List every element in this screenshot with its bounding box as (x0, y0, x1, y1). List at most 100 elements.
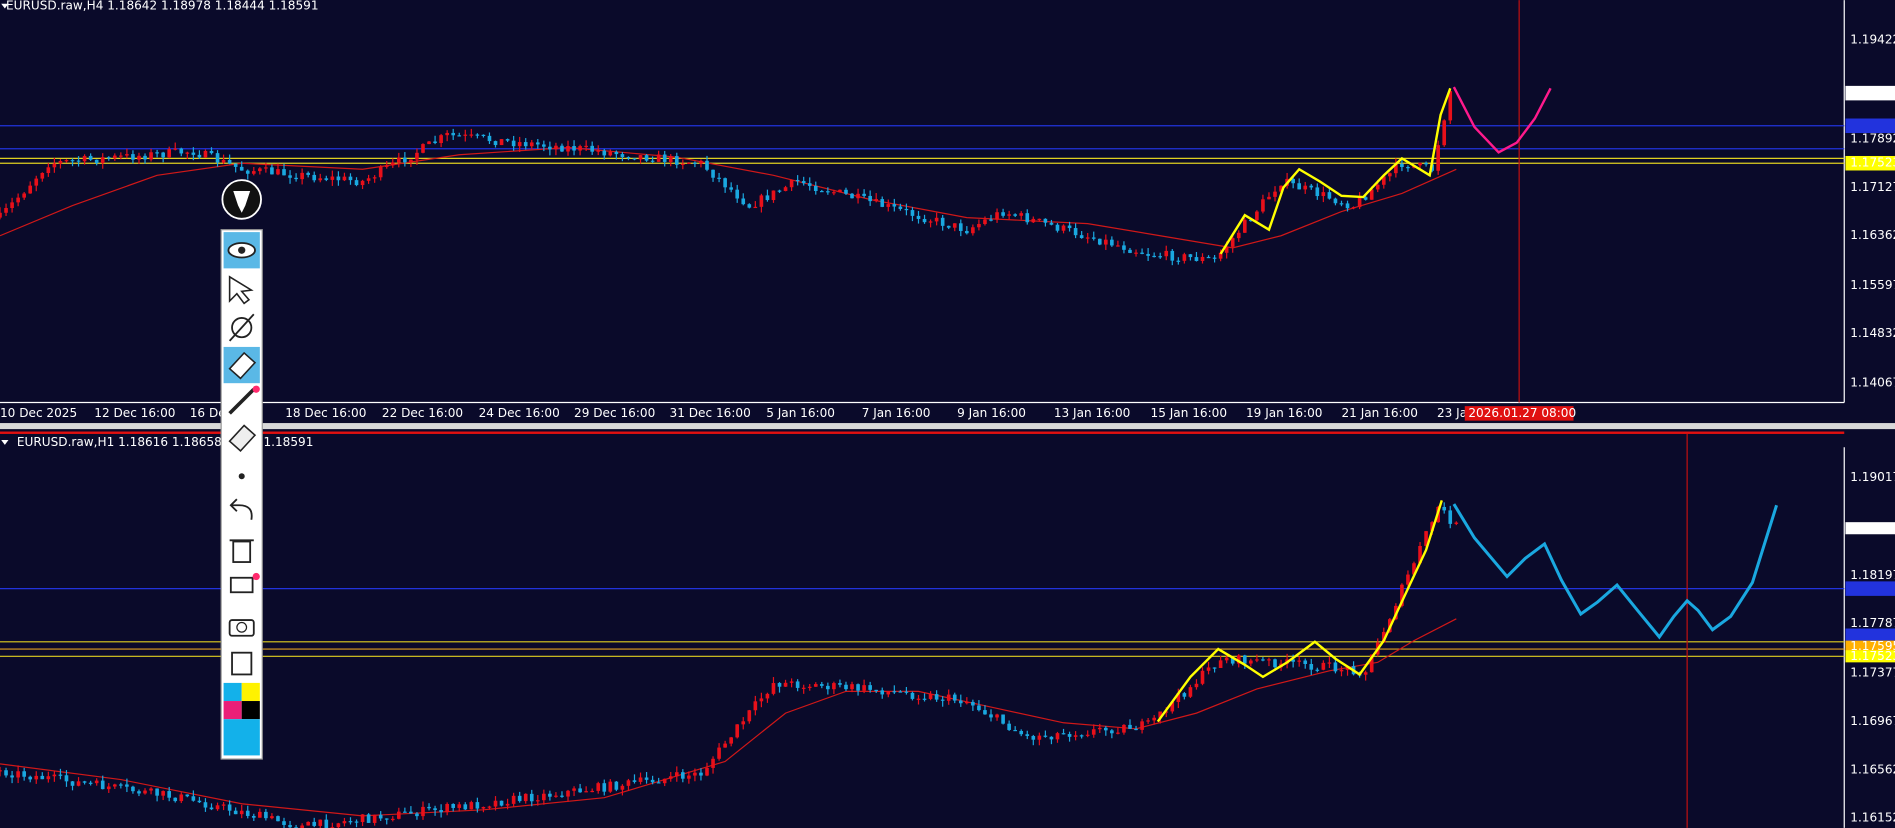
price-label: 1.18591 (1850, 521, 1895, 535)
candle (844, 684, 848, 690)
clear-tool[interactable] (228, 424, 257, 452)
candle (288, 175, 292, 178)
screenshot-tool[interactable] (228, 619, 255, 637)
color-swatch[interactable] (241, 701, 260, 720)
candle (602, 783, 607, 792)
candle (681, 163, 685, 165)
candle (1013, 729, 1017, 732)
candle (1182, 693, 1187, 697)
candle (922, 218, 927, 223)
candle (771, 190, 776, 201)
candle (221, 804, 226, 806)
candle (433, 808, 437, 811)
candle (264, 167, 268, 169)
candle (125, 154, 129, 156)
candle (415, 152, 419, 160)
candle (1436, 145, 1440, 171)
candle (1442, 506, 1447, 511)
chart-header: EURUSD.raw,H4 1.18642 1.18978 1.18444 1.… (6, 0, 319, 13)
candle (542, 793, 546, 801)
candle (1242, 655, 1247, 664)
candle (1315, 187, 1320, 197)
candle (977, 224, 981, 228)
candle (958, 223, 963, 231)
candle (711, 758, 715, 768)
candle (638, 155, 643, 160)
candle (886, 204, 891, 207)
dot-tool[interactable] (238, 473, 245, 480)
candle (40, 172, 45, 179)
candle (390, 818, 395, 821)
undo-tool[interactable] (229, 498, 253, 520)
current-color[interactable] (223, 719, 260, 756)
template-tool[interactable] (229, 576, 254, 594)
candle (819, 684, 824, 686)
candle (34, 775, 39, 780)
line-tool[interactable] (228, 387, 256, 415)
color-swatch[interactable] (223, 701, 242, 720)
magnet-tool[interactable] (231, 317, 253, 339)
candle (366, 178, 371, 181)
candle (173, 797, 178, 802)
candle (687, 775, 691, 779)
candle (499, 139, 504, 146)
candle (747, 710, 752, 722)
candle (946, 694, 951, 701)
candle (372, 177, 377, 179)
candle (58, 774, 63, 776)
price-label: 1.14832 (1850, 326, 1895, 340)
color-swatch[interactable] (241, 682, 260, 702)
candle (995, 212, 999, 220)
candle (384, 818, 389, 820)
candle (995, 714, 999, 718)
candle (1406, 166, 1410, 169)
candle (626, 157, 631, 159)
candle (1194, 683, 1199, 688)
candle (717, 747, 721, 759)
candle (1152, 255, 1156, 258)
candle (457, 804, 462, 808)
candle (161, 791, 165, 796)
delete-tool[interactable] (232, 540, 252, 563)
candle (1291, 659, 1295, 662)
candle (1297, 660, 1301, 662)
date-label: 21 Jan 16:00 (1341, 406, 1417, 420)
candle (82, 781, 87, 783)
candle (239, 810, 244, 815)
candle (1067, 225, 1072, 229)
top-chart: EURUSD.raw,H4 1.18642 1.18978 1.18444 1.… (0, 0, 1845, 404)
chart-header-end: 1.18591 (263, 435, 313, 449)
candle (469, 134, 474, 136)
candle (348, 176, 353, 181)
candle (572, 145, 576, 151)
candle (112, 155, 117, 159)
candle (838, 189, 842, 193)
clipboard-tool[interactable] (231, 651, 253, 676)
color-swatch[interactable] (223, 682, 242, 702)
candle (989, 714, 993, 718)
candle (668, 156, 673, 162)
candle (197, 800, 202, 803)
candle (119, 784, 123, 786)
candle (880, 690, 885, 695)
drawing-toolbar (220, 179, 263, 760)
candle (276, 816, 280, 822)
candle (294, 177, 298, 180)
candle (856, 193, 860, 199)
candle (971, 701, 975, 706)
candle (312, 174, 317, 181)
candle (578, 788, 582, 793)
candle (1236, 655, 1241, 664)
candle (149, 152, 153, 160)
candle (22, 771, 26, 777)
candle (1164, 250, 1169, 257)
candle (1400, 163, 1404, 167)
candle (1019, 730, 1024, 735)
cursor-tool[interactable] (228, 275, 254, 305)
candle (318, 178, 323, 181)
candle (560, 795, 564, 797)
candle (777, 683, 782, 687)
candle (765, 195, 770, 201)
candle (4, 208, 8, 213)
candle (378, 814, 383, 819)
